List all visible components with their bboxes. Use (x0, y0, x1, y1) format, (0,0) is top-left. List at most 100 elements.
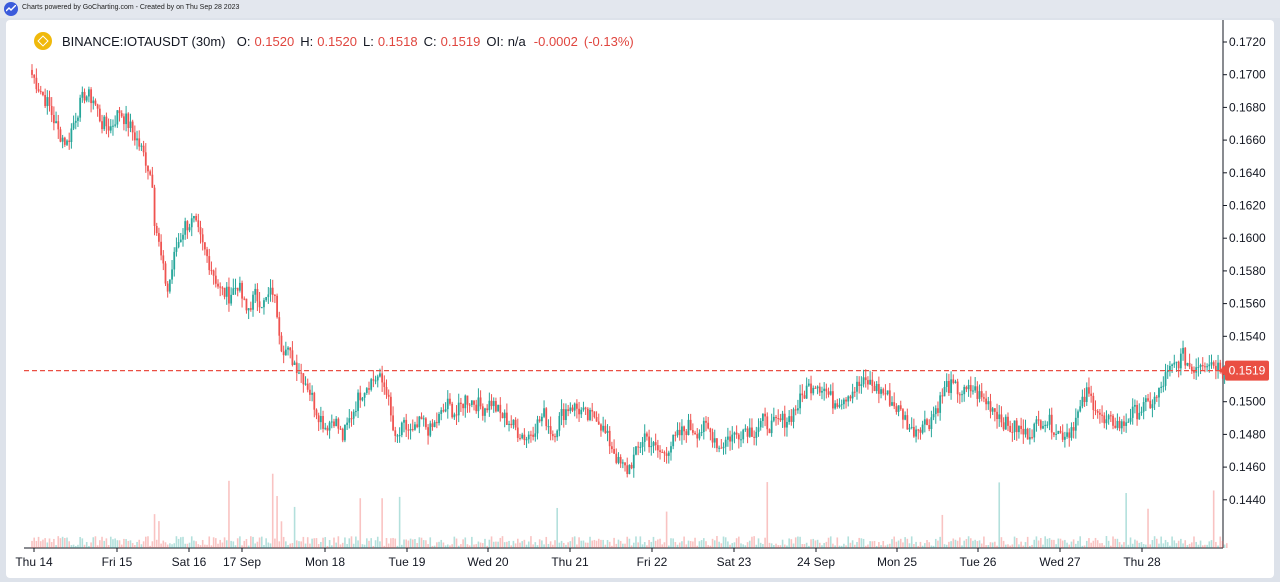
volume-bar (740, 543, 742, 548)
volume-bar (689, 541, 692, 548)
volume-bar (547, 543, 550, 548)
candle-body (551, 434, 554, 437)
candle-body (523, 434, 526, 441)
candle-body (888, 390, 891, 406)
volume-bar (805, 542, 808, 548)
candle-body (827, 391, 830, 395)
candle-body (125, 113, 127, 125)
volume-bar (256, 541, 259, 548)
candle-body (919, 429, 922, 433)
candle-body (1020, 425, 1023, 429)
candle-body (457, 402, 460, 416)
candle-body (503, 412, 506, 419)
candle-body (160, 241, 163, 256)
volume-bar (1153, 536, 1156, 548)
candle-body (838, 405, 841, 407)
chart-panel[interactable]: 0.1720 0.1700 0.1680 0.1660 0.1640 0.1620 0.16… (6, 20, 1274, 578)
volume-bar (514, 543, 517, 548)
volume-bar (764, 537, 766, 548)
volume-bar (818, 542, 821, 548)
volume-bar (153, 514, 156, 548)
candle-body (499, 404, 502, 414)
y-tick-label: 0.1640 (1229, 166, 1266, 180)
candle-body (68, 140, 71, 143)
volume-bar (519, 542, 521, 548)
volume-bar (409, 538, 412, 548)
volume-bar (376, 536, 379, 548)
volume-bar (495, 541, 497, 548)
candle-body (481, 406, 484, 416)
candle-body (751, 427, 753, 437)
ohlc-legend: BINANCE:IOTAUSDT (30m) O: 0.1520 H: 0.15… (34, 32, 640, 50)
volume-bar (241, 545, 243, 548)
x-tick-label: Tue 26 (960, 555, 997, 569)
candle-body (840, 404, 843, 406)
candle-body (941, 395, 944, 397)
volume-bar (969, 538, 972, 548)
candle-body (985, 398, 987, 405)
candle-body (87, 89, 90, 97)
volume-bar (94, 536, 97, 548)
candle-body (52, 114, 55, 124)
volume-bar (589, 536, 591, 548)
volume-bar (278, 541, 281, 548)
candle-body (753, 436, 756, 438)
volume-bar (773, 545, 775, 548)
volume-bar (1204, 544, 1206, 548)
candle-body (85, 96, 88, 101)
volume-bar (746, 542, 749, 548)
candle-body (153, 187, 156, 226)
volume-bar (1118, 542, 1121, 548)
volume-bar (366, 538, 368, 548)
candle-body (810, 383, 812, 394)
candle-body (893, 402, 896, 407)
volume-bar (648, 539, 650, 548)
volume-bar (530, 536, 532, 548)
volume-bar (823, 542, 825, 548)
x-tick-label: Thu 21 (551, 555, 589, 569)
volume-bar (727, 541, 729, 548)
candle-body (1120, 421, 1123, 429)
candle-body (615, 453, 618, 463)
volume-bar (667, 545, 670, 548)
volume-bar (155, 539, 158, 548)
candle-body (348, 418, 351, 423)
volume-bar (440, 539, 443, 548)
candle-body (860, 384, 863, 387)
candle-body (319, 416, 322, 423)
volume-bar (681, 541, 683, 548)
candle-body (278, 317, 281, 336)
candle-body (1103, 415, 1106, 424)
volume-bar (587, 542, 589, 548)
candle-body (453, 414, 456, 418)
volume-bar (359, 498, 362, 548)
candle-body (573, 403, 576, 411)
candle-body (779, 418, 782, 421)
volume-bar (593, 539, 596, 548)
volume-bar (1171, 536, 1173, 548)
candle-body (70, 128, 73, 143)
candle-body (527, 434, 530, 440)
volume-bar (221, 542, 224, 548)
volume-bar (948, 541, 950, 548)
candle-body (1188, 362, 1191, 367)
volume-bar (123, 538, 125, 548)
volume-bar (471, 536, 473, 548)
candle-body (613, 449, 615, 454)
volume-bar (1131, 543, 1134, 548)
candle-body (740, 439, 742, 441)
candle-body (225, 286, 228, 297)
volume-bar (313, 538, 316, 548)
volume-bar (584, 542, 587, 548)
candle-body (429, 423, 432, 436)
volume-bar (1057, 538, 1060, 548)
volume-bar (676, 544, 679, 548)
candle-body (897, 405, 900, 412)
volume-bar (974, 539, 976, 548)
candlestick-chart[interactable]: 0.1720 0.1700 0.1680 0.1660 0.1640 0.1620 0.16… (6, 20, 1274, 578)
candle-body (589, 409, 591, 420)
candle-body (372, 379, 375, 381)
volume-bar (355, 536, 357, 548)
volume-bar (884, 545, 887, 548)
volume-bar (786, 545, 788, 548)
